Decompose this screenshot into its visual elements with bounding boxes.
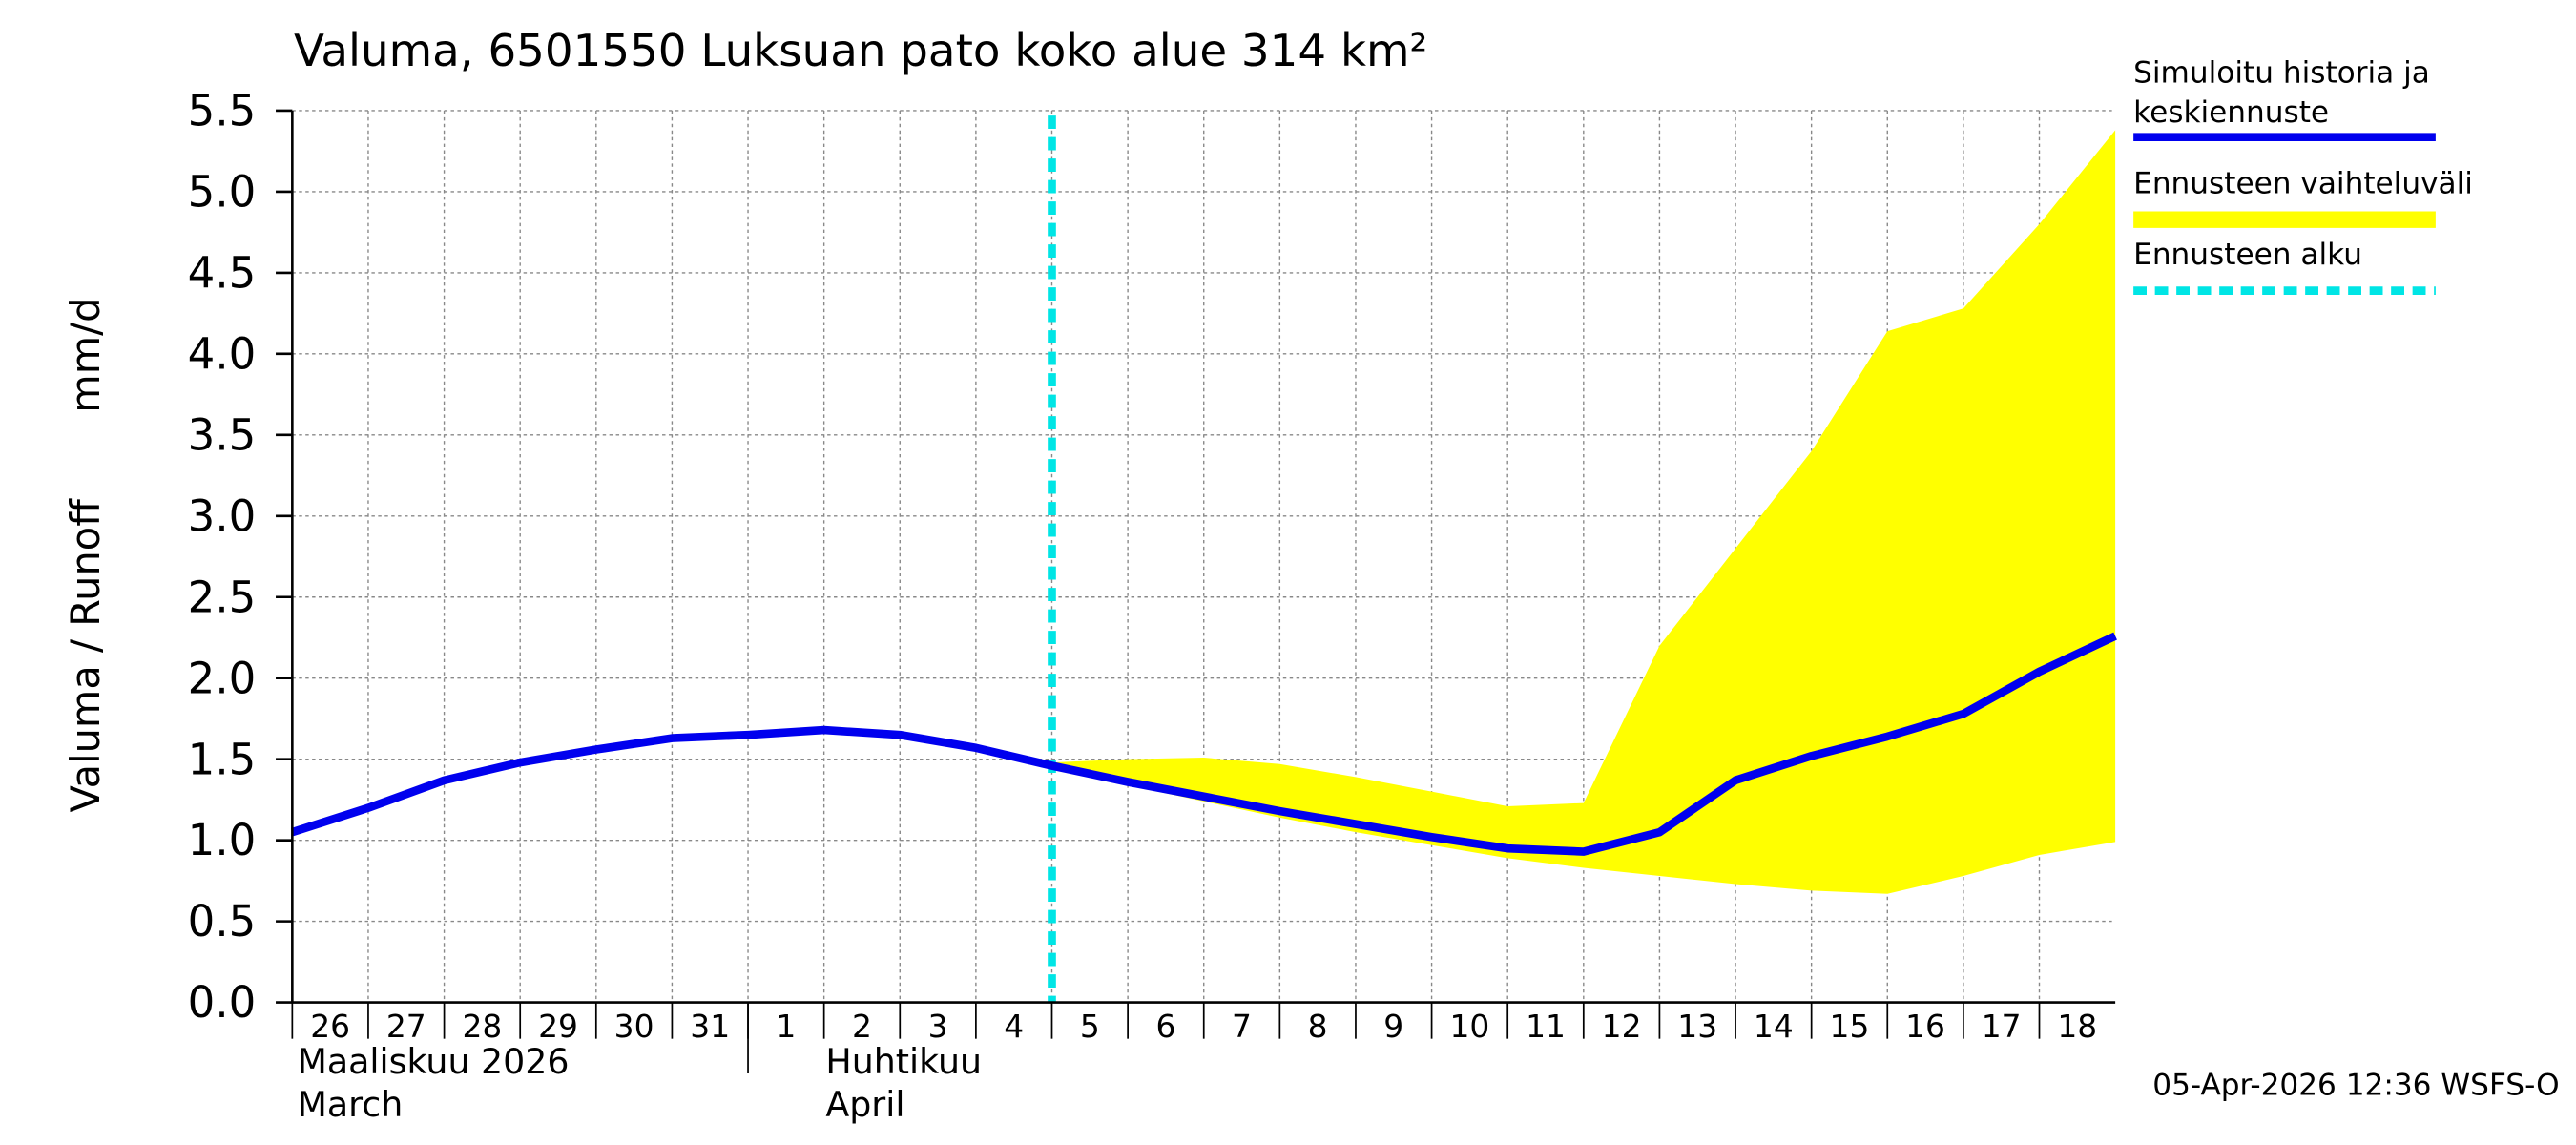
x-tick-label: 17 [1982,1008,2022,1045]
chart-title: Valuma, 6501550 Luksuan pato koko alue 3… [294,26,1427,77]
legend-label: Ennusteen alku [2133,238,2362,272]
y-tick-label: 3.5 [188,409,257,460]
x-tick-label: 5 [1080,1008,1100,1045]
x-tick-label: 26 [310,1008,350,1045]
x-tick-label: 1 [776,1008,796,1045]
y-tick-label: 1.0 [188,815,257,865]
x-tick-label: 11 [1526,1008,1566,1045]
month-label: March [298,1084,404,1125]
x-tick-label: 30 [614,1008,654,1045]
x-tick-label: 16 [1905,1008,1945,1045]
x-tick-label: 14 [1754,1008,1794,1045]
x-tick-label: 28 [462,1008,502,1045]
month-label: April [825,1084,904,1125]
forecast-band [1051,130,2116,894]
x-tick-label: 29 [538,1008,578,1045]
x-tick-label: 27 [386,1008,426,1045]
legend-label: Ennusteen vaihteluväli [2133,167,2473,201]
y-tick-label: 4.0 [188,328,257,379]
x-tick-label: 31 [690,1008,730,1045]
month-label: Maaliskuu 2026 [298,1041,570,1082]
timestamp: 05-Apr-2026 12:36 WSFS-O [2152,1069,2559,1103]
x-tick-label: 9 [1383,1008,1403,1045]
y-tick-label: 2.5 [188,572,257,622]
y-tick-label: 0.0 [188,977,257,1028]
y-tick-label: 0.5 [188,896,257,947]
x-tick-label: 15 [1830,1008,1870,1045]
x-tick-label: 4 [1004,1008,1024,1045]
x-tick-label: 2 [852,1008,872,1045]
y-tick-label: 3.0 [188,490,257,541]
y-tick-label: 2.0 [188,653,257,703]
x-tick-label: 8 [1308,1008,1328,1045]
y-tick-label: 5.0 [188,167,257,218]
x-tick-label: 3 [928,1008,948,1045]
series-line [291,632,2117,856]
x-tick-label: 6 [1155,1008,1175,1045]
month-label: Huhtikuu [825,1041,982,1082]
y-axis-unit: mm/d [62,297,109,412]
x-tick-label: 13 [1677,1008,1717,1045]
legend-label: Simuloitu historia ja keskiennuste [2133,56,2430,131]
x-tick-label: 18 [2057,1008,2097,1045]
y-tick-label: 4.5 [188,247,257,298]
x-tick-label: 7 [1232,1008,1252,1045]
x-tick-label: 12 [1602,1008,1642,1045]
x-tick-label: 10 [1449,1008,1489,1045]
y-tick-label: 1.5 [188,734,257,784]
y-axis-label: Valuma / Runoff [62,498,109,813]
y-tick-label: 5.5 [188,86,257,136]
